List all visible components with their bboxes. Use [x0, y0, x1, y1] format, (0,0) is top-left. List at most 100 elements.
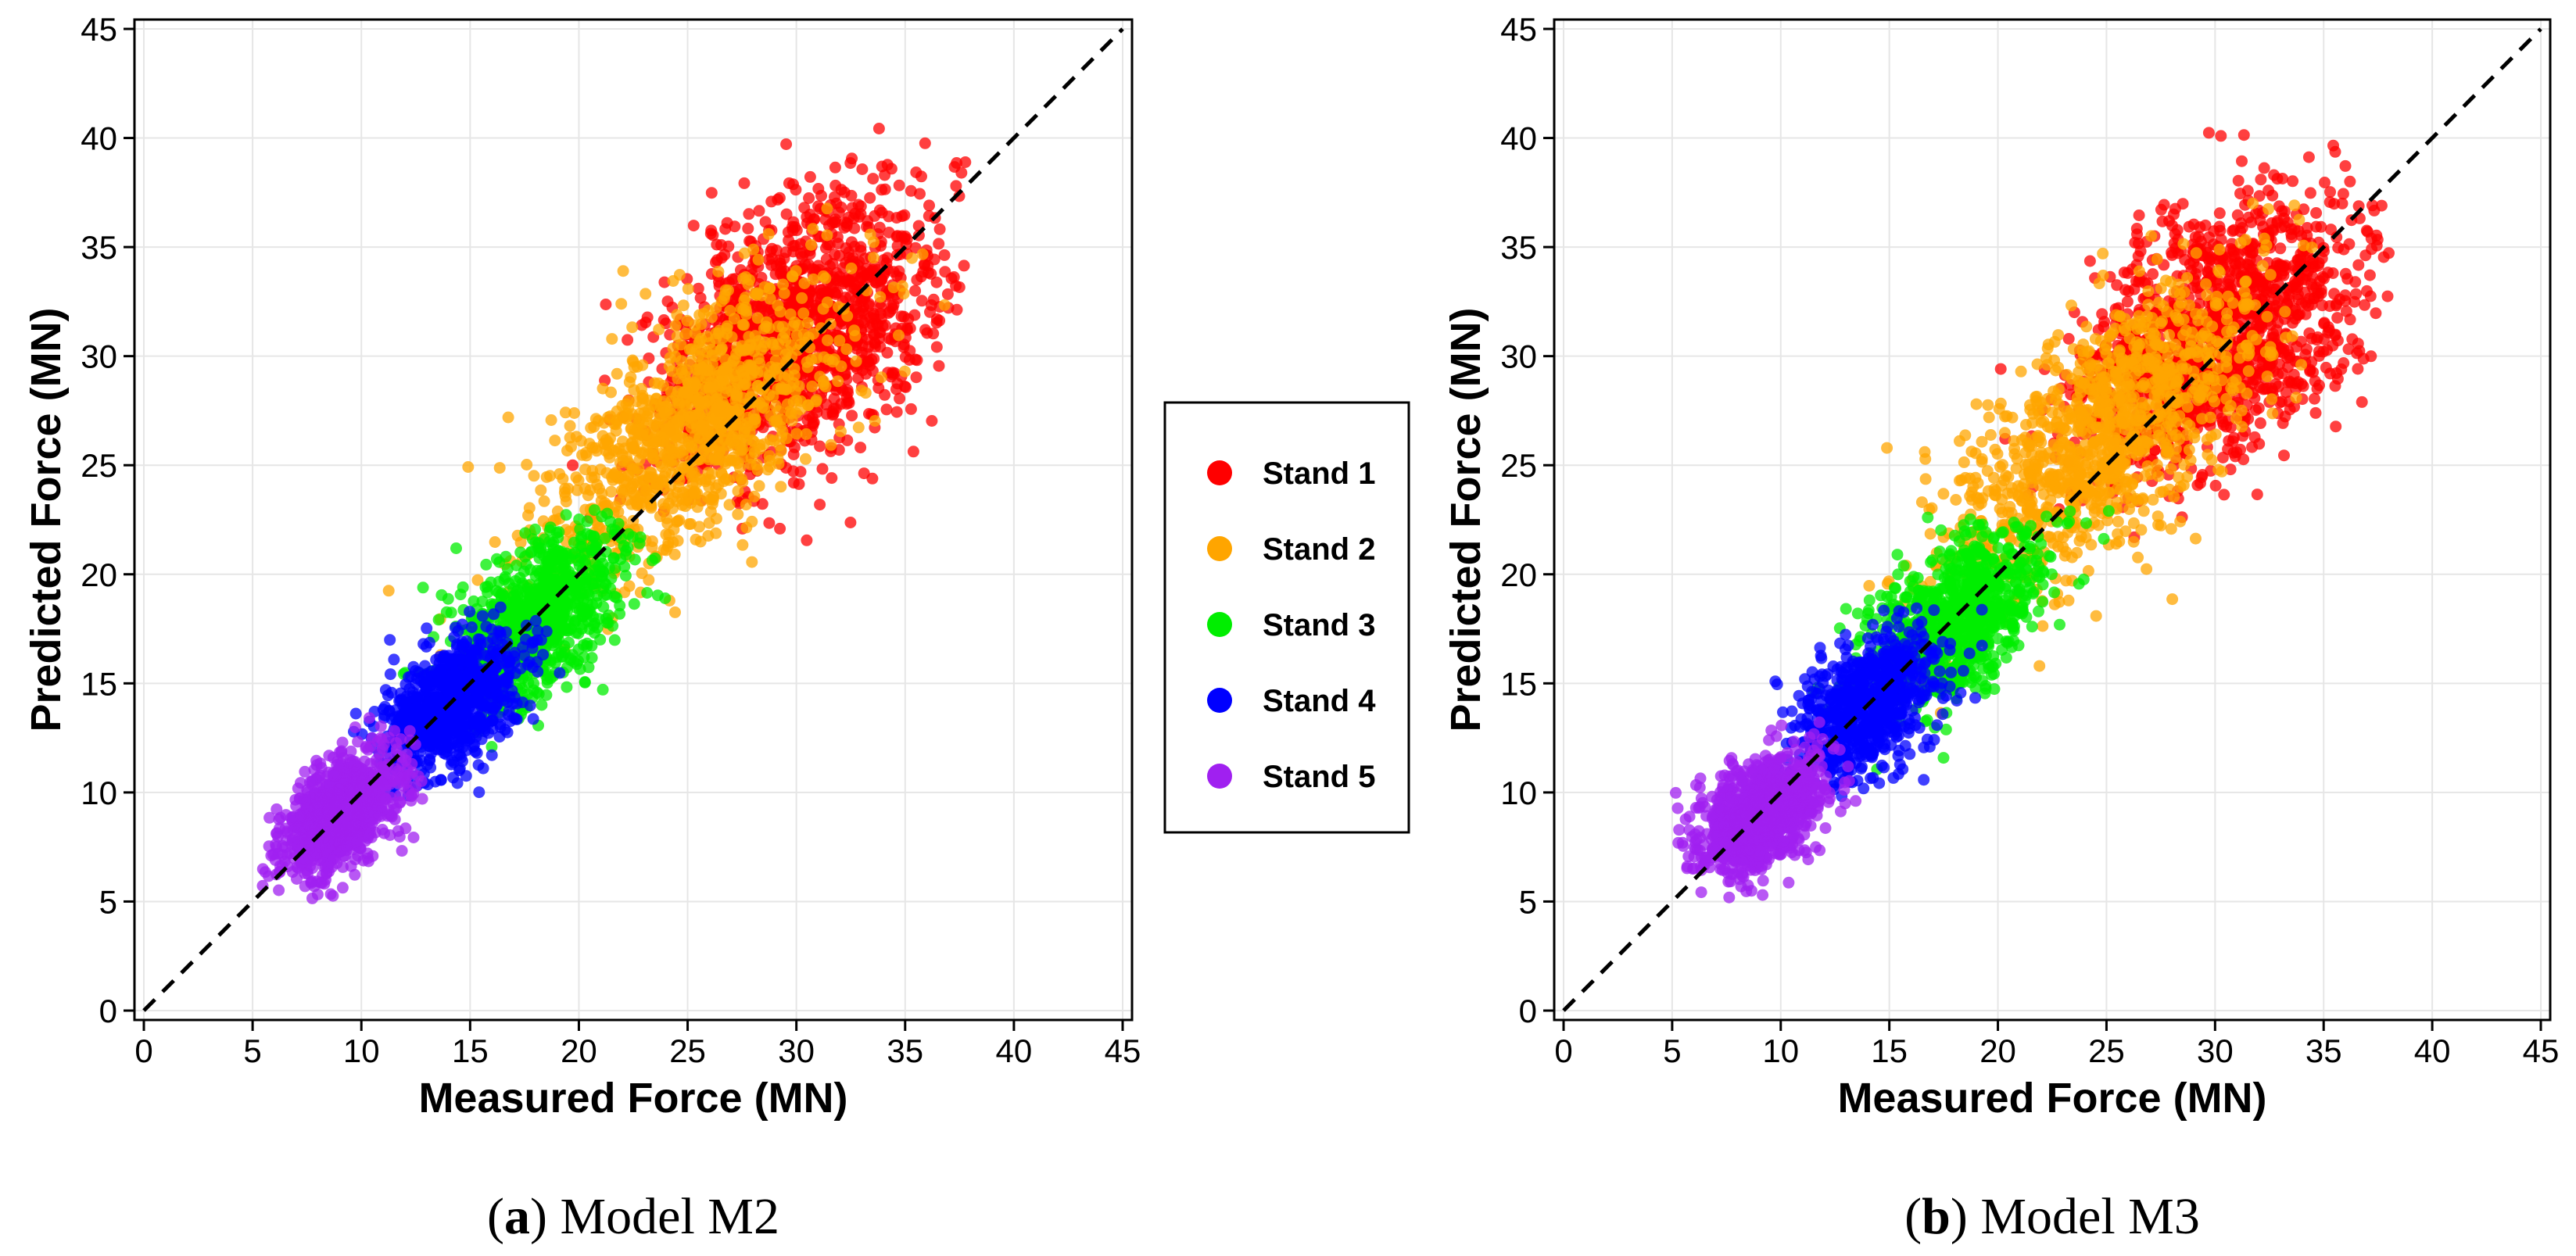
data-point	[938, 299, 951, 311]
data-point	[501, 672, 514, 685]
data-point	[838, 222, 851, 234]
data-point	[661, 512, 673, 524]
data-point	[597, 566, 610, 578]
data-point	[417, 581, 429, 594]
data-point	[846, 152, 858, 165]
data-point	[875, 371, 887, 384]
data-point	[564, 431, 576, 444]
data-point	[649, 552, 661, 564]
data-point	[914, 188, 926, 200]
data-point	[498, 573, 511, 585]
data-point	[810, 395, 822, 408]
data-point	[868, 352, 880, 365]
data-point	[486, 679, 499, 692]
data-point	[708, 413, 721, 425]
data-point	[421, 622, 433, 635]
data-point	[853, 306, 865, 319]
data-point	[740, 302, 752, 313]
data-point	[570, 471, 582, 484]
data-point	[521, 459, 533, 471]
data-point	[812, 183, 825, 195]
data-point	[788, 316, 801, 328]
data-point	[890, 406, 903, 418]
data-point	[951, 303, 963, 316]
data-point	[677, 299, 690, 312]
data-point	[838, 186, 851, 199]
data-point	[859, 387, 872, 399]
data-point	[608, 468, 620, 480]
data-point	[646, 541, 658, 553]
data-point	[702, 530, 715, 542]
data-point	[910, 371, 923, 384]
data-point	[829, 249, 841, 261]
data-point	[604, 432, 616, 445]
data-point	[763, 517, 776, 529]
data-point	[806, 380, 819, 392]
data-point	[626, 436, 639, 449]
data-point	[685, 421, 697, 434]
data-point	[846, 410, 858, 422]
data-point	[740, 499, 752, 511]
data-point	[761, 316, 772, 328]
data-point	[493, 462, 506, 474]
data-point	[712, 266, 725, 277]
data-point	[571, 484, 583, 496]
data-point	[743, 208, 755, 220]
data-point	[786, 414, 798, 427]
data-point	[881, 346, 894, 359]
data-point	[738, 319, 750, 331]
data-point	[578, 602, 589, 614]
data-point	[605, 386, 617, 399]
data-point	[516, 609, 528, 621]
data-point	[514, 546, 527, 559]
data-point	[910, 166, 923, 178]
data-point	[485, 623, 498, 635]
data-point	[696, 361, 708, 374]
series-stand-5	[256, 712, 428, 904]
data-point	[883, 227, 895, 238]
data-point	[679, 370, 691, 381]
data-point	[958, 259, 970, 272]
data-point	[460, 744, 473, 757]
data-point	[553, 526, 565, 539]
data-point	[622, 334, 634, 346]
data-point	[939, 266, 951, 278]
data-point	[527, 713, 539, 725]
data-point	[753, 480, 765, 492]
data-point	[555, 650, 568, 663]
data-point	[590, 597, 603, 610]
data-point	[856, 163, 869, 175]
data-point	[545, 414, 557, 426]
data-point	[557, 473, 569, 485]
data-point	[529, 523, 541, 535]
data-point	[769, 354, 782, 367]
data-point	[807, 223, 819, 235]
data-point	[909, 284, 922, 297]
data-point	[489, 536, 501, 548]
data-point	[623, 580, 636, 592]
data-point	[667, 275, 679, 287]
data-point	[473, 786, 485, 799]
data-point	[715, 239, 727, 251]
data-point	[549, 435, 561, 447]
data-point	[850, 355, 862, 367]
data-point	[825, 438, 837, 451]
data-point	[719, 223, 732, 235]
data-point	[452, 624, 464, 637]
data-point	[747, 243, 760, 256]
data-point	[881, 159, 894, 171]
data-point	[780, 432, 793, 445]
data-point	[668, 524, 680, 536]
data-point	[822, 334, 833, 346]
data-point	[384, 634, 396, 646]
data-point	[682, 283, 694, 295]
data-point	[796, 292, 808, 304]
data-point	[378, 739, 390, 750]
data-point	[783, 177, 795, 189]
data-point	[817, 378, 829, 391]
data-point	[820, 408, 833, 420]
data-point	[879, 388, 891, 401]
data-point	[538, 495, 550, 507]
panel-a-model-m2: 0 5 10 15 20 25 30 35 40 45051015202530354045Meas…	[23, 11, 1141, 1245]
